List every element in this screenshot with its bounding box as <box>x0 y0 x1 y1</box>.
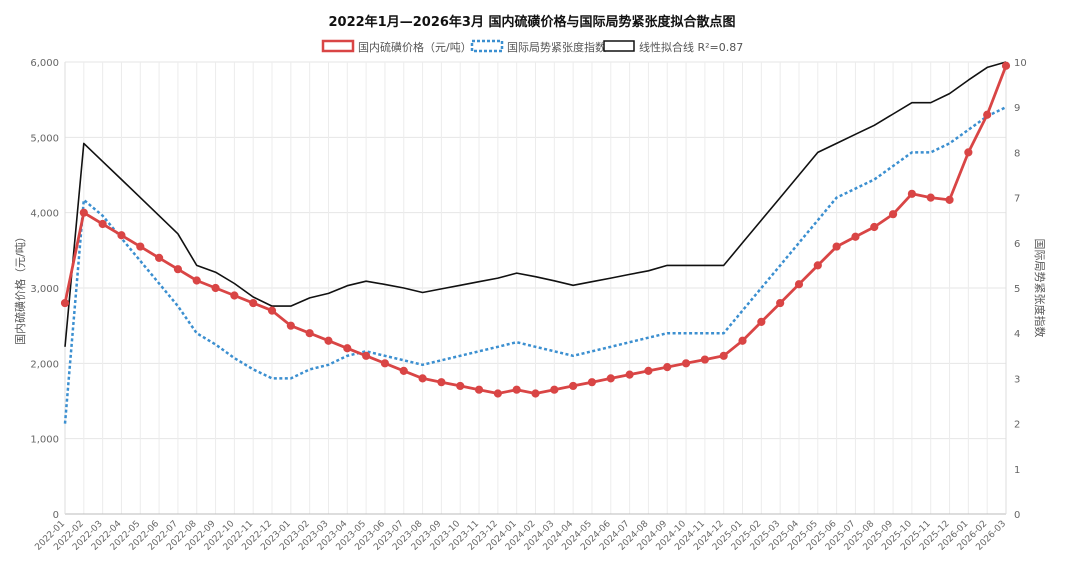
price-point <box>794 280 804 289</box>
price-point <box>249 298 258 308</box>
series-line-tension <box>63 106 1007 424</box>
price-point <box>663 363 672 372</box>
price-point <box>286 321 295 330</box>
axes: 01,0002,0003,0004,0005,0006,0002022-0120… <box>30 58 1026 553</box>
y-left-tick-label: 5,000 <box>30 133 59 144</box>
price-point <box>324 336 333 345</box>
price-point <box>569 381 578 391</box>
price-point <box>362 351 371 360</box>
y-axis-left-title: 国内硫磺价格（元/吨） <box>13 231 27 345</box>
legend[interactable]: 国内硫磺价格（元/吨） 国际局势紧张度指数 线性拟合线 R²=0.87 <box>321 39 743 54</box>
y-right-tick-label: 1 <box>1014 465 1020 476</box>
price-point <box>681 359 691 368</box>
price-point <box>738 336 747 345</box>
price-point <box>983 110 992 119</box>
price-point <box>437 378 446 387</box>
price-point <box>117 231 126 240</box>
price-point <box>493 389 502 398</box>
price-point <box>531 389 540 398</box>
y-right-tick-label: 4 <box>1014 329 1020 340</box>
chart-title: 2022年1月—2026年3月 国内硫磺价格与国际局势紧张度拟合散点图 <box>329 14 736 30</box>
price-point <box>98 219 107 229</box>
y-left-tick-label: 0 <box>53 510 59 521</box>
legend-swatch-price <box>321 39 355 53</box>
price-point <box>155 253 164 262</box>
price-point <box>813 261 822 270</box>
price-point <box>851 232 860 241</box>
y-axis-right-title: 国际局势紧张度指数 <box>1033 239 1047 338</box>
price-point <box>964 148 973 157</box>
price-point <box>136 242 145 251</box>
legend-swatch-tension <box>470 39 504 53</box>
legend-item-price[interactable]: 国内硫磺价格（元/吨） <box>321 39 472 54</box>
price-point <box>192 276 201 285</box>
price-point <box>343 344 352 353</box>
y-left-tick-label: 3,000 <box>30 284 59 295</box>
price-point <box>625 370 634 379</box>
y-right-tick-label: 10 <box>1014 58 1027 69</box>
y-right-tick-label: 2 <box>1014 420 1020 431</box>
y-left-tick-label: 4,000 <box>30 209 59 220</box>
price-point <box>1001 61 1011 70</box>
y-left-tick-label: 2,000 <box>30 359 59 370</box>
price-point <box>512 385 521 394</box>
y-right-tick-label: 3 <box>1014 374 1020 385</box>
price-point <box>267 306 277 315</box>
price-point <box>474 385 484 394</box>
y-right-tick-label: 0 <box>1014 510 1020 521</box>
y-left-tick-label: 1,000 <box>30 435 59 446</box>
grid <box>64 61 1007 515</box>
legend-swatch-fit <box>603 40 635 52</box>
legend-item-fit[interactable]: 线性拟合线 R²=0.87 <box>603 40 743 54</box>
price-point <box>776 298 785 308</box>
price-point <box>757 317 766 326</box>
price-point <box>399 366 408 375</box>
legend-item-tension[interactable]: 国际局势紧张度指数 <box>470 39 606 54</box>
legend-label-fit: 线性拟合线 R²=0.87 <box>639 40 743 54</box>
price-point <box>380 359 390 368</box>
price-point <box>456 381 465 391</box>
price-point <box>79 208 88 217</box>
price-point <box>700 355 709 364</box>
price-point <box>870 222 879 232</box>
price-point <box>173 265 183 274</box>
price-point <box>644 366 653 375</box>
price-point <box>945 195 954 204</box>
legend-label-tension: 国际局势紧张度指数 <box>507 40 606 54</box>
price-point <box>587 378 597 387</box>
legend-label-price: 国内硫磺价格（元/吨） <box>358 40 472 54</box>
series-line-fit <box>64 61 1007 347</box>
series-layer <box>60 61 1011 424</box>
y-right-tick-label: 8 <box>1014 148 1020 159</box>
price-point <box>719 351 728 360</box>
price-point <box>888 210 898 219</box>
price-point <box>60 298 70 308</box>
price-point <box>550 385 559 394</box>
y-right-tick-label: 6 <box>1014 239 1020 250</box>
price-point <box>305 329 314 338</box>
y-right-tick-label: 9 <box>1014 103 1020 114</box>
price-point <box>926 193 935 202</box>
price-point <box>418 374 427 383</box>
price-point <box>606 374 615 383</box>
price-point <box>211 283 220 293</box>
price-point <box>230 291 239 300</box>
y-left-tick-label: 6,000 <box>30 58 59 69</box>
y-right-tick-label: 7 <box>1014 194 1020 205</box>
y-right-tick-label: 5 <box>1014 284 1020 295</box>
price-point <box>832 242 841 251</box>
price-point <box>907 189 917 198</box>
